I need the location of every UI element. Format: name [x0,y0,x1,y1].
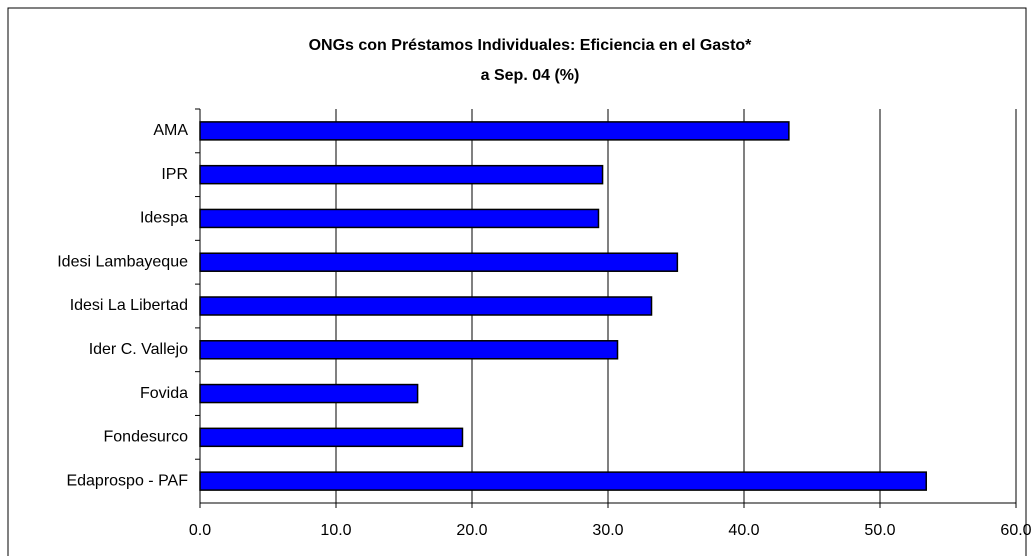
y-tick-label: Fondesurco [104,429,189,446]
bar [199,296,653,316]
chart-frame [7,7,1027,556]
bar [199,383,419,404]
chart-title: ONGs con Préstamos Individuales: Eficien… [309,37,753,54]
bar [199,471,927,491]
x-tick-label: 50.0 [864,522,895,539]
bar [199,340,619,360]
y-tick-label: Idesi Lambayeque [57,253,188,270]
bar [199,427,464,448]
x-tick-label: 40.0 [728,522,759,539]
x-tick-label: 30.0 [592,522,623,539]
bar [199,252,679,272]
x-tick-label: 10.0 [320,522,351,539]
y-tick-label: Idespa [140,210,188,227]
y-tick-label: AMA [153,122,188,139]
bar [199,121,790,141]
y-tick-label: Ider C. Vallejo [89,341,188,358]
chart-subtitle: a Sep. 04 (%) [481,67,580,84]
bar [199,208,600,229]
y-tick-label: Edaprospo - PAF [66,472,188,489]
x-tick-label: 0.0 [189,522,211,539]
x-tick-label: 60.0 [1000,522,1031,539]
x-tick-label: 20.0 [456,522,487,539]
y-tick-label: Fovida [140,385,188,402]
bar [199,164,604,185]
y-tick-label: Idesi La Libertad [70,297,188,314]
y-tick-label: IPR [161,166,188,183]
